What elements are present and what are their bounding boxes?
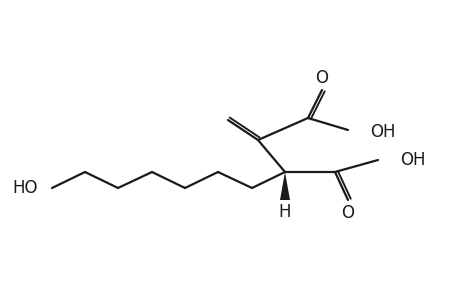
Text: OH: OH bbox=[369, 123, 395, 141]
Polygon shape bbox=[280, 172, 289, 200]
Text: O: O bbox=[341, 204, 354, 222]
Text: O: O bbox=[315, 69, 328, 87]
Text: OH: OH bbox=[399, 151, 425, 169]
Text: HO: HO bbox=[12, 179, 38, 197]
Text: H: H bbox=[278, 203, 291, 221]
